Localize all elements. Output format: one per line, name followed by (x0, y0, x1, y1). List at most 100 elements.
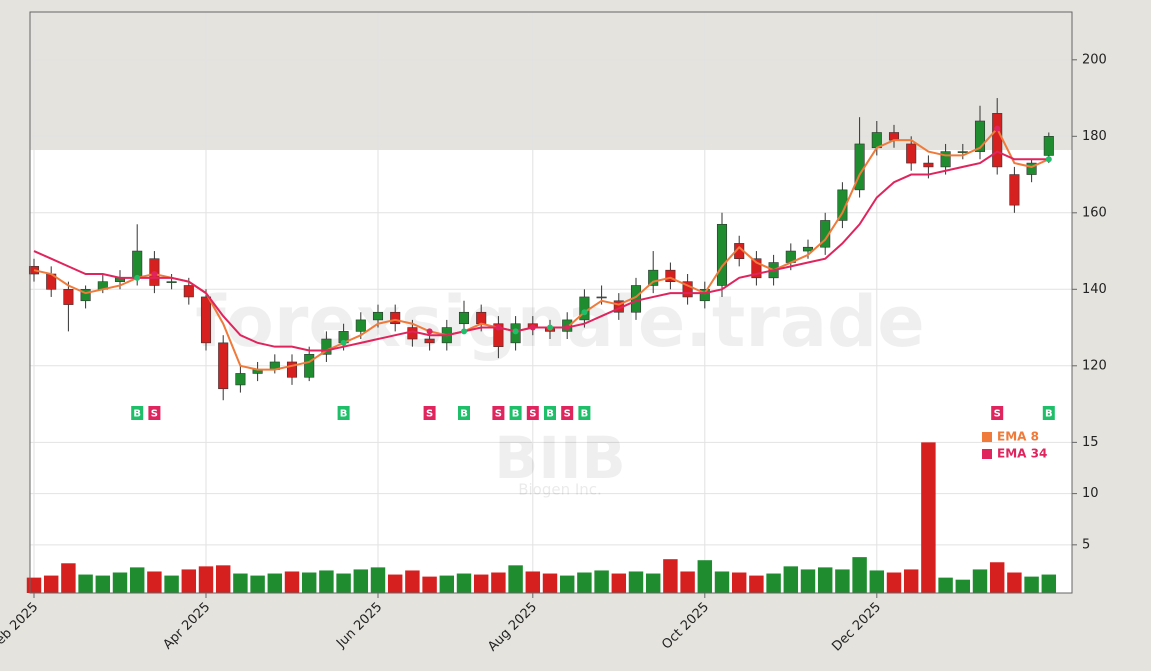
candle-body (63, 289, 74, 305)
volume-bar (387, 574, 403, 593)
candle-body (235, 373, 246, 386)
signal-dot (547, 324, 553, 331)
signal-box (578, 406, 591, 420)
candle-body (407, 327, 418, 340)
volume-bar (112, 572, 128, 593)
y-tick-label: 140 (1082, 282, 1107, 297)
candle-body (218, 342, 229, 390)
volume-bar (1007, 572, 1022, 593)
signal-label: S (426, 409, 433, 420)
signal-box (526, 406, 539, 420)
symbol-watermark: BIIB (494, 424, 626, 492)
signal-label: B (581, 409, 589, 420)
signal-label: B (460, 409, 468, 420)
volume-bar (955, 579, 971, 593)
signal-dot (340, 339, 347, 346)
watermark: forexsignale.trade (195, 281, 924, 363)
candle-body (682, 281, 693, 298)
volume-bar (353, 569, 369, 593)
company-watermark: Biogen Inc. (518, 481, 602, 499)
signal-box (458, 406, 470, 420)
candle-body (321, 338, 332, 355)
volume-bar (989, 562, 1005, 593)
y-tick-label: 160 (1082, 205, 1107, 220)
candle-body (183, 285, 194, 298)
volume-bar (370, 567, 386, 593)
signal-dot (529, 324, 536, 331)
volume-bar (542, 573, 558, 593)
signal-label: B (512, 409, 520, 420)
volume-bar (921, 442, 936, 593)
volume-bar (319, 570, 334, 593)
candle-body (372, 311, 384, 321)
volume-bar (129, 567, 145, 593)
signal-dot (994, 125, 1001, 132)
volume-bar (233, 573, 248, 593)
signal-label: B (546, 409, 554, 420)
signal-label: S (495, 409, 502, 420)
volume-bar (663, 559, 678, 593)
candle-body (80, 289, 91, 302)
volume-bar (439, 575, 455, 593)
candle-body (596, 296, 607, 299)
signal-dot (581, 309, 588, 316)
candle-body (665, 269, 676, 282)
candle-body (888, 132, 900, 141)
candle-body (390, 311, 401, 325)
volume-bar (267, 573, 283, 593)
volume-bar (508, 565, 523, 593)
volume-bar (473, 574, 489, 593)
volume-bar (835, 569, 850, 593)
candle-body (1009, 174, 1020, 206)
volume-bar (147, 571, 162, 593)
signal-dot (495, 324, 502, 331)
volume-bar (938, 577, 953, 593)
volume-bar (405, 570, 420, 593)
volume-bar (491, 572, 506, 593)
signal-dot (512, 328, 519, 335)
volume-bar (164, 575, 179, 593)
signal-box (423, 406, 436, 420)
volume-bar (611, 573, 627, 593)
volume-bar (886, 572, 902, 593)
volume-bar (215, 565, 231, 593)
y-tick-label: 200 (1082, 52, 1107, 67)
candle-body (424, 338, 435, 344)
volume-bar (1024, 576, 1039, 593)
volume-bar (525, 571, 541, 593)
signal-label: S (994, 409, 1001, 420)
signal-box (492, 406, 505, 420)
y2-tick-label: 5 (1082, 537, 1090, 552)
volume-bar (903, 569, 919, 593)
signal-dot (134, 274, 141, 281)
candle-body (648, 269, 659, 286)
signal-box (561, 406, 574, 420)
candle-body (286, 361, 298, 378)
volume-bar (26, 577, 42, 593)
candle-body (1026, 162, 1037, 175)
candle-body (751, 258, 762, 279)
candle-body (974, 120, 986, 152)
volume-bar (972, 569, 988, 593)
volume-bar (766, 573, 781, 593)
candle-body (458, 311, 470, 325)
y2-tick-label: 15 (1082, 435, 1099, 450)
volume-bar (680, 571, 695, 593)
signal-box (509, 406, 522, 420)
volume-bar (456, 573, 472, 593)
legend-label: EMA 34 (997, 447, 1047, 461)
signal-dot (1045, 156, 1052, 163)
legend-swatch (982, 432, 992, 442)
volume-bar (198, 566, 214, 593)
signal-box (544, 406, 556, 420)
candle-body (923, 162, 934, 168)
volume-bar (783, 566, 799, 593)
volume-bar (645, 573, 661, 593)
candle-body (957, 151, 968, 153)
signal-dot (564, 324, 571, 331)
candle-body (940, 151, 951, 168)
legend-label: EMA 8 (997, 430, 1039, 444)
signal-box (1042, 406, 1055, 420)
volume-bar (594, 570, 609, 593)
